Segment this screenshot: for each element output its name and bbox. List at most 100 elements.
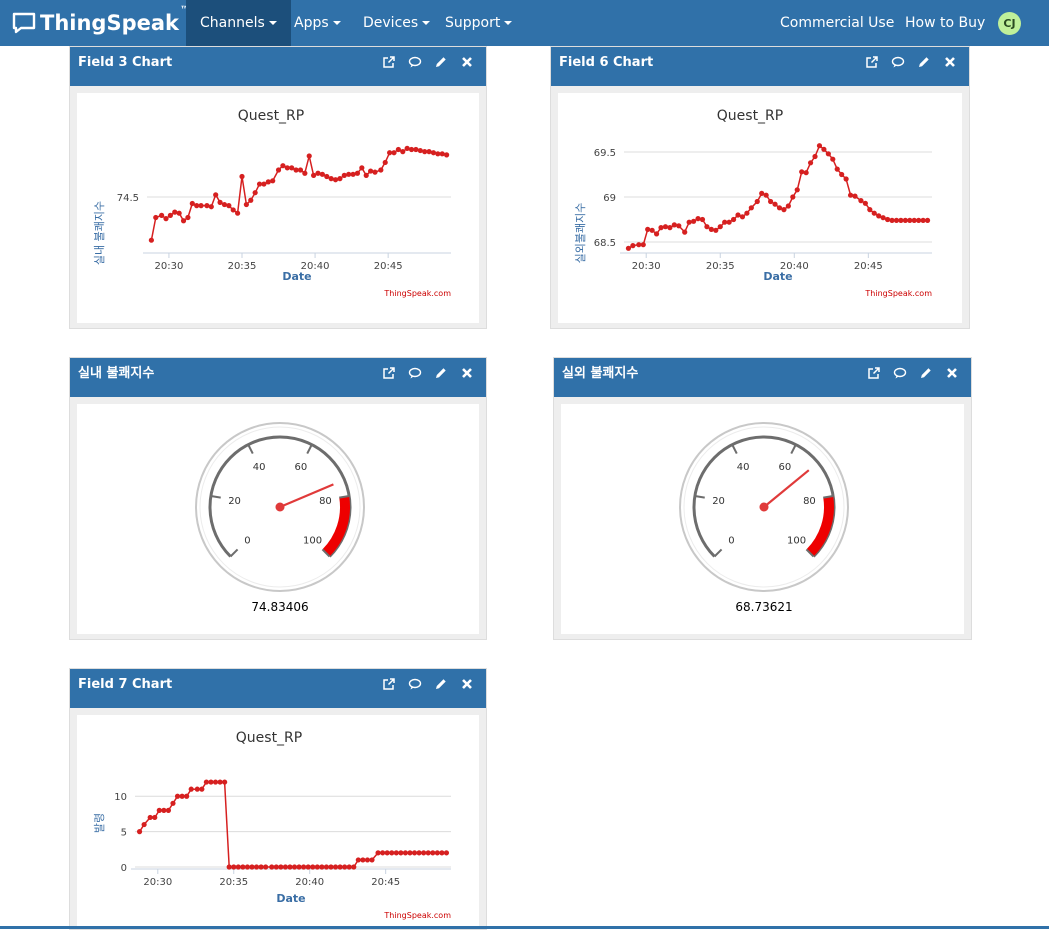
data-point[interactable] — [221, 201, 228, 208]
data-point[interactable] — [310, 864, 316, 870]
data-point[interactable] — [636, 242, 642, 248]
data-point[interactable] — [306, 153, 312, 159]
data-point[interactable] — [402, 850, 409, 856]
data-point[interactable] — [269, 864, 275, 870]
data-point[interactable] — [858, 198, 864, 204]
data-point[interactable] — [363, 172, 369, 178]
user-avatar[interactable]: CJ — [998, 12, 1021, 35]
pencil-icon[interactable] — [434, 366, 448, 380]
data-point[interactable] — [176, 210, 182, 216]
data-point[interactable] — [226, 203, 232, 209]
data-point[interactable] — [198, 203, 204, 209]
data-point[interactable] — [439, 151, 445, 157]
data-point[interactable] — [355, 857, 361, 863]
data-point[interactable] — [208, 204, 214, 210]
data-point[interactable] — [314, 864, 320, 870]
data-point[interactable] — [360, 857, 366, 863]
data-point[interactable] — [293, 167, 299, 173]
data-point[interactable] — [278, 864, 284, 870]
data-point[interactable] — [413, 146, 419, 153]
data-point[interactable] — [726, 219, 732, 225]
brand-logo[interactable]: ThingSpeak™ — [12, 5, 190, 38]
data-point[interactable] — [434, 850, 440, 856]
data-point[interactable] — [907, 217, 913, 223]
nav-support[interactable]: Support — [431, 0, 526, 46]
data-point[interactable] — [645, 226, 651, 232]
data-point[interactable] — [404, 145, 410, 151]
data-point[interactable] — [876, 213, 882, 219]
data-point[interactable] — [839, 171, 845, 178]
data-point[interactable] — [435, 151, 441, 157]
data-point[interactable] — [862, 200, 868, 206]
data-point[interactable] — [287, 864, 293, 870]
close-icon[interactable] — [460, 366, 474, 380]
data-point[interactable] — [235, 864, 241, 870]
data-point[interactable] — [332, 864, 339, 870]
data-point[interactable] — [217, 779, 223, 785]
data-point[interactable] — [763, 192, 769, 198]
data-point[interactable] — [821, 146, 827, 152]
data-point[interactable] — [203, 779, 210, 785]
data-point[interactable] — [408, 146, 415, 153]
pencil-icon[interactable] — [434, 55, 448, 69]
comment-icon[interactable] — [408, 677, 422, 691]
external-link-icon[interactable] — [867, 366, 881, 380]
data-point[interactable] — [184, 793, 190, 799]
data-point[interactable] — [341, 172, 347, 178]
data-point[interactable] — [776, 205, 783, 211]
data-point[interactable] — [430, 850, 436, 856]
data-point[interactable] — [302, 170, 308, 176]
data-point[interactable] — [416, 850, 422, 856]
data-point[interactable] — [239, 173, 245, 180]
nav-how-to-buy[interactable]: How to Buy — [905, 15, 986, 31]
data-point[interactable] — [717, 224, 723, 230]
nav-apps[interactable]: Apps — [280, 0, 355, 46]
data-point[interactable] — [230, 207, 236, 213]
data-point[interactable] — [843, 176, 849, 182]
data-point[interactable] — [189, 200, 195, 207]
data-point[interactable] — [324, 173, 330, 180]
comment-icon[interactable] — [408, 366, 422, 380]
data-point[interactable] — [297, 167, 304, 173]
data-point[interactable] — [799, 169, 805, 175]
data-point[interactable] — [194, 786, 200, 792]
data-point[interactable] — [425, 850, 431, 856]
data-point[interactable] — [407, 850, 413, 856]
data-point[interactable] — [790, 194, 796, 200]
data-point[interactable] — [852, 193, 858, 199]
data-point[interactable] — [204, 203, 210, 209]
data-point[interactable] — [249, 864, 255, 870]
data-point[interactable] — [337, 176, 343, 182]
data-point[interactable] — [172, 209, 178, 215]
data-point[interactable] — [141, 821, 147, 828]
data-point[interactable] — [305, 864, 311, 870]
thingspeak-credit[interactable]: ThingSpeak.com — [383, 289, 451, 298]
nav-devices[interactable]: Devices — [349, 0, 444, 46]
data-point[interactable] — [270, 178, 276, 184]
data-point[interactable] — [807, 160, 814, 166]
data-point[interactable] — [280, 163, 286, 169]
data-point[interactable] — [443, 850, 450, 856]
data-point[interactable] — [359, 165, 365, 171]
data-point[interactable] — [816, 143, 823, 149]
data-point[interactable] — [188, 786, 194, 792]
data-point[interactable] — [222, 779, 228, 785]
data-point[interactable] — [400, 149, 406, 155]
external-link-icon[interactable] — [382, 677, 396, 691]
pencil-icon[interactable] — [917, 55, 931, 69]
data-point[interactable] — [291, 864, 298, 870]
data-point[interactable] — [754, 198, 760, 205]
data-point[interactable] — [296, 864, 302, 870]
data-point[interactable] — [387, 150, 393, 156]
data-point[interactable] — [252, 190, 258, 196]
data-point[interactable] — [898, 217, 904, 223]
data-point[interactable] — [421, 850, 427, 856]
data-point[interactable] — [417, 147, 423, 154]
data-point[interactable] — [393, 850, 399, 856]
data-point[interactable] — [767, 198, 774, 205]
data-point[interactable] — [920, 217, 926, 223]
data-point[interactable] — [153, 214, 159, 221]
data-point[interactable] — [284, 165, 290, 171]
data-point[interactable] — [730, 216, 737, 223]
close-icon[interactable] — [460, 55, 474, 69]
